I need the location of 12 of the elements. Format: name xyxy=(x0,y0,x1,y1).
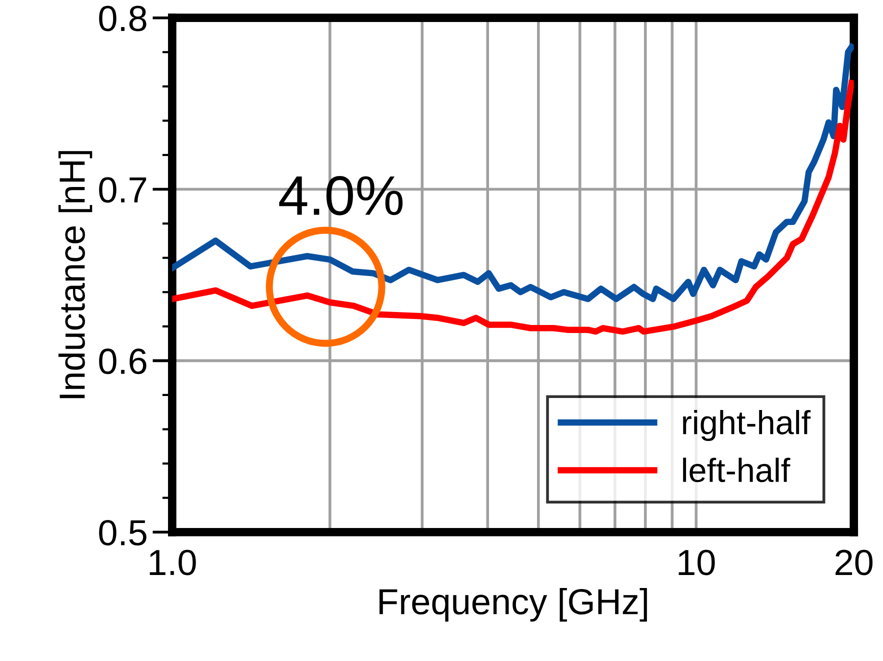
legend-label: left-half xyxy=(683,458,790,482)
y-tick-label: 0.7 xyxy=(99,177,146,203)
y-axis-title: Inductance [nH] xyxy=(58,151,92,398)
y-tick-label: 0.6 xyxy=(99,348,146,374)
y-tick-label: 0.8 xyxy=(99,6,146,32)
legend-label: right-half xyxy=(683,410,811,442)
y-tick-label: 0.5 xyxy=(99,520,146,546)
x-tick-label: 20 xyxy=(836,550,873,576)
annotation: 4.0% xyxy=(279,176,403,216)
x-tick-label: 1.0 xyxy=(150,550,196,576)
x-tick-label: 10 xyxy=(678,550,715,576)
x-axis-title: Frequency [GHz] xyxy=(380,588,647,622)
